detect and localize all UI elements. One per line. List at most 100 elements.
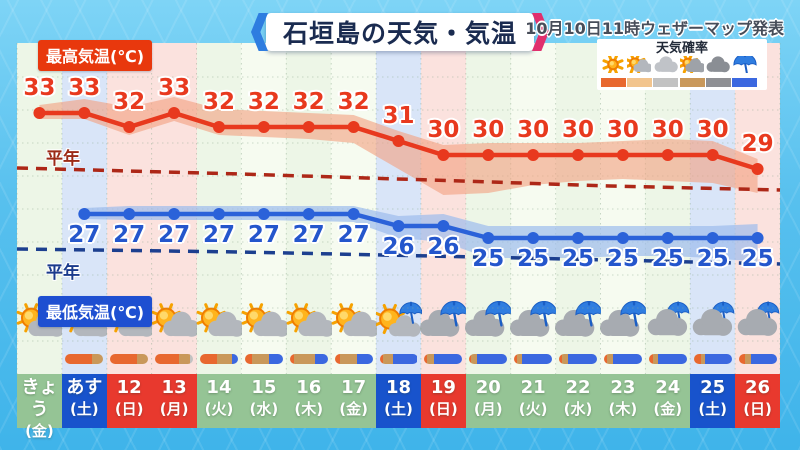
probability-bar (559, 354, 597, 364)
probability-segment-partly (517, 354, 522, 364)
day-of-week-label: (水) (563, 400, 593, 418)
max-temp-value: 30 (427, 117, 460, 143)
date-label: 15 (251, 377, 277, 398)
probability-segment-sunny (200, 354, 218, 364)
probability-segment-partly (136, 354, 149, 364)
min-temp-value: 25 (606, 246, 639, 272)
probability-segment-partly (178, 354, 191, 364)
probability-segment-rain (613, 354, 642, 364)
legend-title: 天気確率 (655, 41, 708, 56)
legend-item-cloud-sun (677, 52, 706, 87)
legend-row (600, 52, 764, 87)
day-of-week-label: (土) (384, 400, 413, 418)
date-label: 19 (430, 377, 456, 398)
legend-color-swatch (626, 78, 652, 87)
probability-segment-sunny (65, 354, 92, 364)
min-temp-value: 26 (427, 234, 460, 260)
date-label: 13 (161, 377, 187, 398)
probability-segment-rain (315, 354, 328, 364)
probability-segment-partly (562, 354, 569, 364)
probability-segment-partly (745, 354, 752, 364)
date-cell: 21 (火) (510, 374, 556, 428)
date-cell: 20 (月) (465, 374, 511, 428)
legend-color-swatch (600, 78, 626, 87)
probability-segment-partly (427, 354, 434, 364)
max-temp-value: 30 (696, 117, 729, 143)
cloud-icon (654, 56, 678, 77)
dark-cloud-icon (706, 56, 731, 77)
probability-segment-partly (700, 354, 706, 364)
weather-icon-cloud-umbrella (510, 300, 558, 345)
date-label: あす (66, 377, 103, 398)
page-title: 石垣島の天気・気温 (282, 19, 517, 48)
day-of-week-label: (水) (249, 400, 279, 418)
date-label: 17 (341, 377, 367, 398)
legend-item-sun (600, 53, 626, 87)
max-temp-value: 30 (606, 117, 639, 143)
date-label: 26 (745, 377, 771, 398)
max-temp-value: 32 (292, 89, 325, 115)
date-label: 24 (655, 377, 681, 398)
weather-icon-sun-cloud (241, 301, 290, 345)
weather-icon-sun-cloud-umbrella (374, 301, 423, 345)
normal-min-label: 平年 (46, 263, 80, 283)
probability-bar (648, 354, 687, 364)
day-of-week-label: (金) (339, 400, 368, 418)
date-cell: 17 (金) (331, 374, 377, 428)
probability-segment-partly (383, 354, 393, 364)
min-temp-value: 27 (292, 222, 325, 248)
date-cell: 12 (日) (106, 374, 152, 428)
weather-icon-cloud-umbrella (420, 300, 469, 345)
max-temp-value: 33 (23, 75, 56, 101)
probability-segment-partly (294, 354, 316, 364)
date-cell: 16 (木) (286, 374, 332, 428)
day-of-week-label: (日) (743, 400, 772, 418)
day-of-week-label: (木) (608, 400, 638, 418)
day-of-week-label: (金) (25, 422, 54, 440)
min-temp-value: 25 (472, 246, 505, 272)
probability-segment-sunny (559, 354, 563, 364)
title-left-chevron-decoration (251, 13, 268, 51)
date-cell: 14 (火) (196, 374, 242, 428)
min-temp-value: 25 (517, 246, 550, 272)
probability-bar (65, 354, 104, 364)
probability-bar (603, 354, 642, 364)
min-temp-value: 25 (651, 246, 684, 272)
weather-icon-cloud-umbrella-small (735, 301, 781, 345)
probability-segment-sunny (424, 354, 428, 364)
probability-segment-partly (471, 354, 477, 364)
probability-segment-sunny (693, 354, 701, 364)
weather-icon-cloud-umbrella-small (645, 301, 691, 345)
probability-segment-sunny (110, 354, 137, 364)
min-temp-value: 27 (113, 222, 146, 248)
probability-segment-rain (433, 354, 463, 364)
legend-color-swatch (653, 78, 679, 87)
probability-segment-partly (606, 354, 614, 364)
weather-probability-legend: 天気確率 (597, 39, 767, 90)
max-temp-value: 32 (113, 89, 146, 115)
probability-bar (693, 354, 732, 364)
sun-cloud-icon (624, 52, 654, 77)
probability-segment-sunny (379, 354, 384, 364)
legend-item-umbrella (731, 52, 758, 87)
probability-segment-sunny (738, 354, 746, 364)
probability-segment-rain (705, 354, 732, 364)
weather-icon-sun-cloud (196, 301, 246, 345)
probability-bar (514, 354, 553, 364)
probability-segment-rain (751, 354, 777, 364)
date-label: 18 (385, 377, 412, 398)
probability-segment-cloudy (190, 354, 194, 364)
min-temp-value: 25 (696, 246, 729, 272)
date-label: 25 (700, 377, 726, 398)
title-right-chevron-decoration (532, 13, 549, 51)
probability-segment-rain (357, 354, 373, 364)
date-label: きょう (21, 377, 58, 420)
probability-bar (469, 354, 508, 364)
date-cell: きょう (金) (17, 374, 62, 440)
probability-segment-partly (217, 354, 232, 364)
probability-bar (424, 354, 463, 364)
probability-segment-sunny (648, 354, 653, 364)
day-of-week-label: (土) (69, 400, 99, 418)
